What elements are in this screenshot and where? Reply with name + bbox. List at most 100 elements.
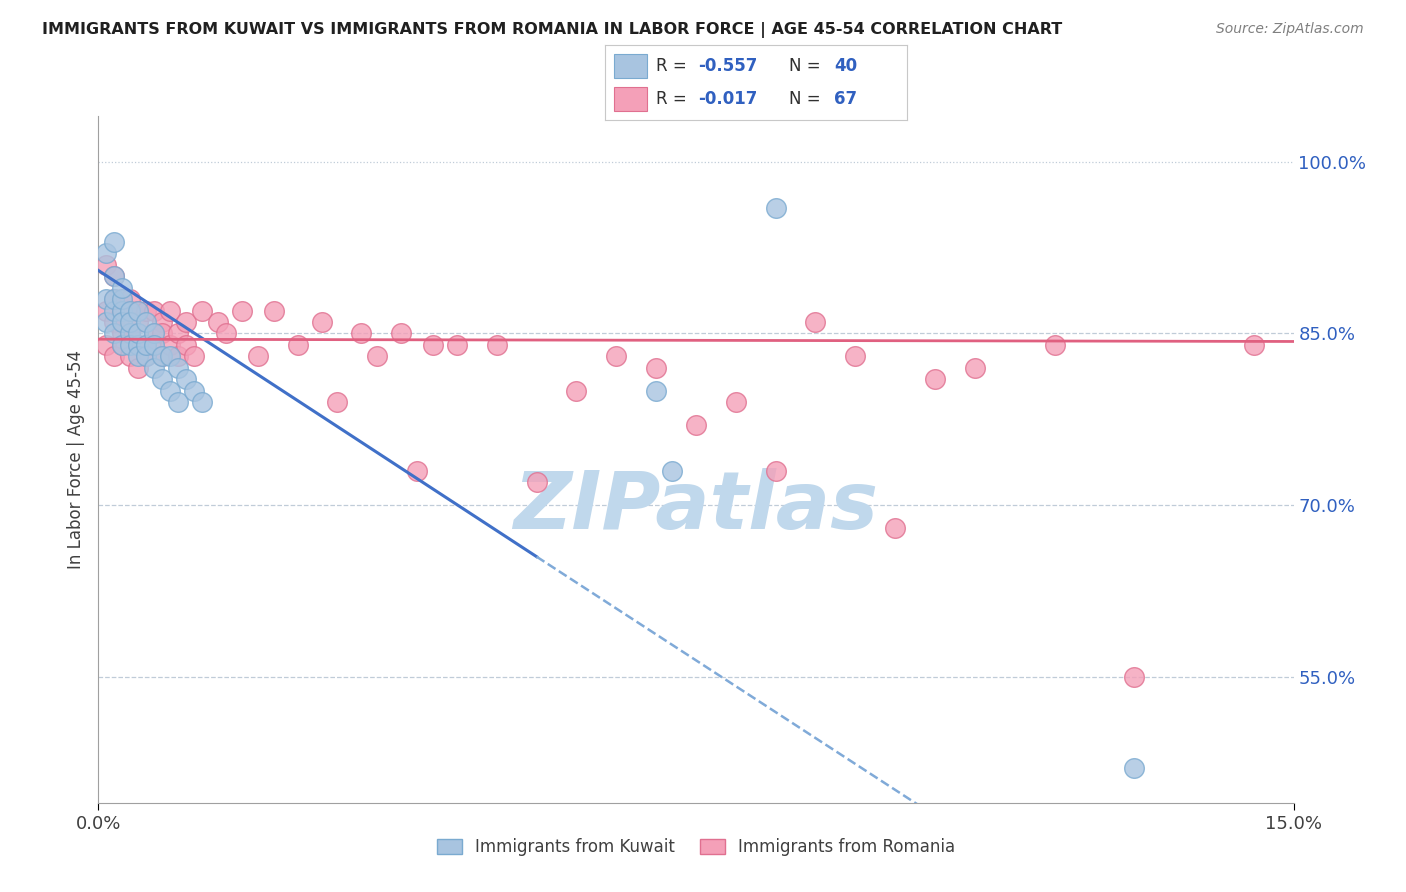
Point xyxy=(111,338,134,352)
Text: 67: 67 xyxy=(834,90,858,108)
Point xyxy=(167,360,190,375)
Point xyxy=(111,292,134,306)
Point xyxy=(804,315,827,329)
Point xyxy=(765,464,787,478)
Point xyxy=(103,350,125,364)
Point xyxy=(127,315,149,329)
Point xyxy=(174,315,197,329)
Text: R =: R = xyxy=(657,57,692,75)
Point xyxy=(605,350,627,364)
Point xyxy=(127,360,149,375)
Text: ZIPatlas: ZIPatlas xyxy=(513,468,879,547)
Point xyxy=(159,338,181,352)
Point xyxy=(150,315,173,329)
Point xyxy=(96,338,118,352)
Text: N =: N = xyxy=(789,90,825,108)
Bar xyxy=(613,87,647,112)
Point xyxy=(111,338,134,352)
Point xyxy=(143,338,166,352)
Point xyxy=(191,303,214,318)
Point xyxy=(174,338,197,352)
Point xyxy=(103,326,125,341)
Point xyxy=(96,315,118,329)
Point xyxy=(96,292,118,306)
Point xyxy=(263,303,285,318)
Point xyxy=(135,350,157,364)
Point xyxy=(103,315,125,329)
Point xyxy=(174,372,197,386)
Point xyxy=(127,326,149,341)
Point xyxy=(143,326,166,341)
Point xyxy=(645,360,668,375)
Point xyxy=(143,326,166,341)
Point xyxy=(96,246,118,260)
Point xyxy=(111,303,134,318)
Point xyxy=(120,303,142,318)
Point xyxy=(191,395,214,409)
Point xyxy=(159,384,181,398)
Point xyxy=(389,326,412,341)
Point xyxy=(135,315,157,329)
Text: -0.017: -0.017 xyxy=(699,90,758,108)
Point xyxy=(120,315,142,329)
Point xyxy=(143,303,166,318)
Point xyxy=(485,338,508,352)
Point xyxy=(103,269,125,284)
Point xyxy=(143,338,166,352)
Point xyxy=(661,464,683,478)
Point xyxy=(167,326,190,341)
Point xyxy=(167,395,190,409)
Text: -0.557: -0.557 xyxy=(699,57,758,75)
Point xyxy=(963,360,986,375)
Point xyxy=(127,338,149,352)
Point xyxy=(150,350,173,364)
Point xyxy=(246,350,269,364)
Point xyxy=(103,235,125,249)
Point xyxy=(844,350,866,364)
Point xyxy=(1123,761,1146,775)
Point xyxy=(103,269,125,284)
Point xyxy=(143,360,166,375)
Point xyxy=(150,350,173,364)
Point xyxy=(446,338,468,352)
Text: 40: 40 xyxy=(834,57,858,75)
Point xyxy=(167,350,190,364)
Point xyxy=(924,372,946,386)
Point xyxy=(159,303,181,318)
Point xyxy=(406,464,429,478)
Point xyxy=(120,326,142,341)
Point xyxy=(159,350,181,364)
Point xyxy=(884,521,907,535)
Point xyxy=(120,292,142,306)
Point xyxy=(287,338,309,352)
Point xyxy=(183,384,205,398)
Point xyxy=(135,303,157,318)
Point xyxy=(120,350,142,364)
Point xyxy=(765,201,787,215)
Point xyxy=(724,395,747,409)
Point xyxy=(231,303,253,318)
Point xyxy=(103,303,125,318)
Point xyxy=(111,315,134,329)
Point xyxy=(120,326,142,341)
Point xyxy=(685,417,707,433)
Point xyxy=(103,292,125,306)
Point xyxy=(207,315,229,329)
Point xyxy=(111,280,134,294)
Point xyxy=(150,372,173,386)
Point xyxy=(1123,670,1146,684)
Point xyxy=(150,326,173,341)
Point xyxy=(135,338,157,352)
Point xyxy=(311,315,333,329)
Point xyxy=(120,303,142,318)
Point xyxy=(350,326,373,341)
Point xyxy=(120,338,142,352)
Point xyxy=(127,338,149,352)
Point xyxy=(1043,338,1066,352)
Text: R =: R = xyxy=(657,90,692,108)
Point xyxy=(103,292,125,306)
Point xyxy=(127,350,149,364)
Point xyxy=(326,395,349,409)
Point xyxy=(135,350,157,364)
Point xyxy=(1243,338,1265,352)
